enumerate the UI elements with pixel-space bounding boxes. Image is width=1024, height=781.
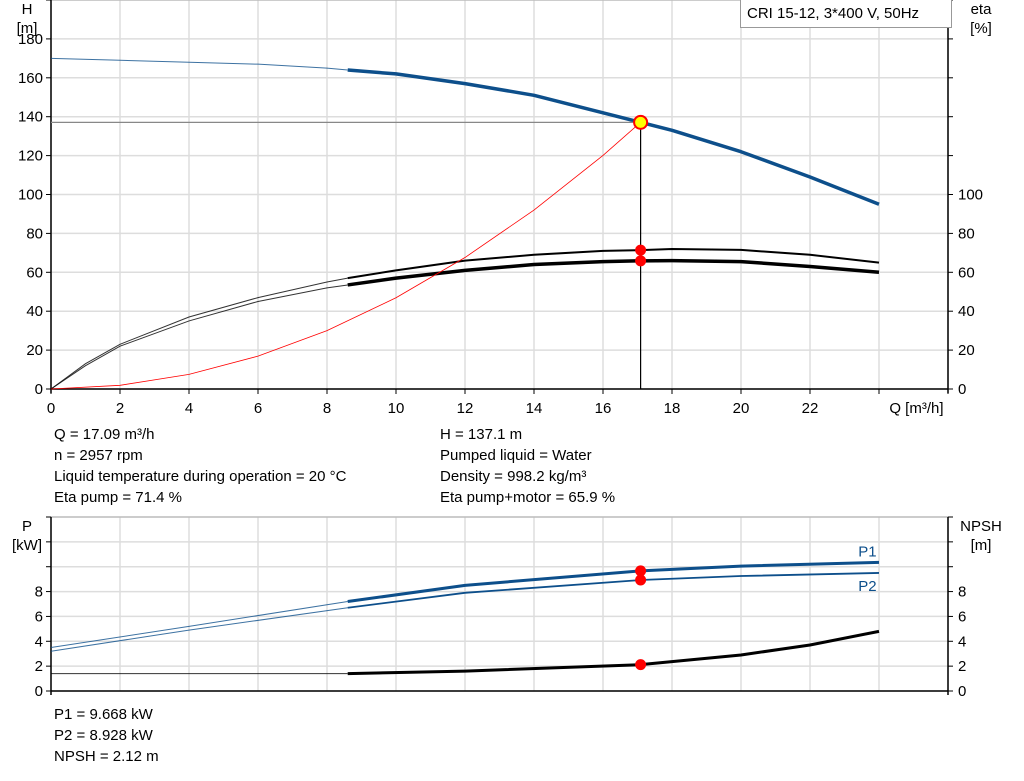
info-liquid: Pumped liquid = Water — [440, 447, 592, 464]
info-bottom: P1 = 9.668 kW P2 = 8.928 kW NPSH = 2.12 … — [54, 704, 159, 767]
h-curve-extrapolated — [50, 57, 348, 71]
npsh-duty-marker — [635, 659, 647, 671]
y-tick-label: 160 — [18, 70, 43, 87]
x-tick-label: 12 — [457, 400, 474, 417]
y-tick-label: 2 — [35, 658, 43, 675]
y2-tick-label: 4 — [958, 633, 966, 650]
x-tick-label: 20 — [733, 400, 750, 417]
y-tick-label: 60 — [26, 264, 43, 281]
y2-tick-label: 40 — [958, 303, 975, 320]
info-q: Q = 17.09 m³/h — [54, 426, 155, 443]
y-tick-label: 80 — [26, 225, 43, 242]
y2-axis-label: eta — [971, 1, 993, 18]
y2-tick-label: 80 — [958, 225, 975, 242]
y-tick-label: 40 — [26, 303, 43, 320]
y-tick-label: 20 — [26, 342, 43, 359]
eta-pump-motor-curve-extrapolated — [50, 284, 348, 390]
y2-tick-label: 8 — [958, 584, 966, 601]
system-curve — [50, 122, 641, 390]
info-eta-total: Eta pump+motor = 65.9 % — [440, 489, 616, 506]
info-density: Density = 998.2 kg/m³ — [440, 468, 587, 485]
info-p1: P1 = 9.668 kW — [54, 706, 153, 723]
y2-tick-label: 100 — [958, 187, 983, 204]
x-tick-label: 6 — [254, 400, 262, 417]
series-label-p1: P1 — [858, 543, 876, 560]
info-eta-pump: Eta pump = 71.4 % — [54, 489, 182, 506]
y2-tick-label: 6 — [958, 608, 966, 625]
y-tick-label: 120 — [18, 148, 43, 165]
x-tick-label: 4 — [185, 400, 193, 417]
x-tick-label: 18 — [664, 400, 681, 417]
y-tick-label: 8 — [35, 584, 43, 601]
x-tick-label: 22 — [802, 400, 819, 417]
legend-box: CRI 15-12, 3*400 V, 50Hz — [740, 0, 952, 28]
npsh-curve — [347, 629, 880, 676]
operating-point-marker — [633, 114, 649, 130]
info-top-left: Q = 17.09 m³/h n = 2957 rpm Liquid tempe… — [54, 424, 346, 508]
info-top-right: H = 137.1 m Pumped liquid = Water Densit… — [440, 424, 615, 508]
eta-pump-motor-curve — [347, 258, 880, 287]
x-tick-label: 8 — [323, 400, 331, 417]
x-tick-label: 2 — [116, 400, 124, 417]
x-tick-label: 10 — [388, 400, 405, 417]
y2-tick-label: 0 — [958, 683, 966, 700]
y2-axis-label: [%] — [970, 20, 992, 37]
info-p2: P2 = 8.928 kW — [54, 727, 153, 744]
info-h: H = 137.1 m — [440, 426, 523, 443]
y-axis-label: P — [22, 518, 32, 535]
info-npsh: NPSH = 2.12 m — [54, 748, 159, 765]
x-tick-label: 16 — [595, 400, 612, 417]
x-axis-label: Q [m³/h] — [889, 400, 943, 417]
y2-tick-label: 2 — [958, 658, 966, 675]
y-tick-label: 180 — [18, 31, 43, 48]
y-axis-label: [kW] — [12, 537, 42, 554]
p1-duty-marker — [635, 565, 647, 577]
y2-axis-label: NPSH — [960, 518, 1002, 535]
p2-duty-marker — [635, 574, 647, 586]
y2-tick-label: 0 — [958, 381, 966, 398]
y-tick-label: 6 — [35, 608, 43, 625]
y-tick-label: 140 — [18, 109, 43, 126]
y-axis-label: H — [22, 1, 33, 18]
p1-curve-extrapolated — [50, 601, 348, 648]
y-tick-label: 100 — [18, 187, 43, 204]
y-tick-label: 0 — [35, 381, 43, 398]
y2-tick-label: 60 — [958, 264, 975, 281]
x-tick-label: 0 — [47, 400, 55, 417]
eta-pump-curve — [347, 247, 880, 280]
x-tick-label: 14 — [526, 400, 543, 417]
y-axis-label: [m] — [17, 20, 38, 37]
series-label-p2: P2 — [858, 578, 876, 595]
y-tick-label: 4 — [35, 633, 43, 650]
y-tick-label: 0 — [35, 683, 43, 700]
y2-tick-label: 20 — [958, 342, 975, 359]
eta-pump-duty-marker — [635, 244, 647, 256]
h-curve — [347, 68, 880, 206]
info-n: n = 2957 rpm — [54, 447, 143, 464]
y2-axis-label: [m] — [971, 537, 992, 554]
p2-curve-extrapolated — [50, 607, 348, 652]
eta-pump-curve-extrapolated — [50, 277, 348, 390]
info-temp: Liquid temperature during operation = 20… — [54, 468, 347, 485]
eta-total-duty-marker — [635, 255, 647, 267]
